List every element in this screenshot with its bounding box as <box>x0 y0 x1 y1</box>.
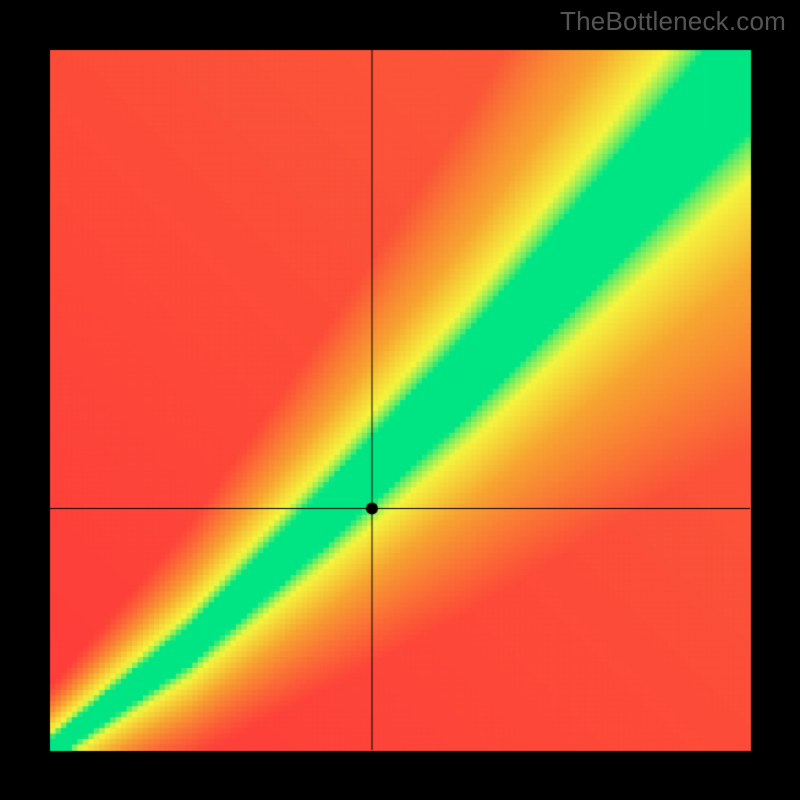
bottleneck-heatmap <box>0 0 800 800</box>
watermark-text: TheBottleneck.com <box>560 6 786 37</box>
chart-container: TheBottleneck.com <box>0 0 800 800</box>
